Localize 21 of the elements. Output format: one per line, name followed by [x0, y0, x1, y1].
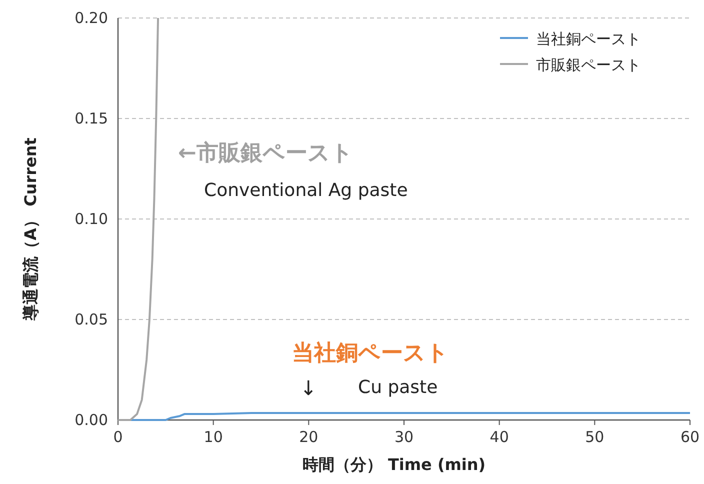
- y-tick-label: 0.15: [74, 110, 108, 128]
- y-tick-label: 0.10: [74, 210, 108, 228]
- x-tick-label: 0: [113, 428, 123, 446]
- legend-label: 当社銅ペースト: [536, 30, 641, 48]
- x-tick-label: 20: [299, 428, 318, 446]
- x-tick-label: 40: [490, 428, 509, 446]
- y-tick-label: 0.20: [74, 9, 108, 27]
- annotation: ←市販銀ペースト: [178, 140, 354, 166]
- x-tick-label: 60: [680, 428, 700, 446]
- annotation: 当社銅ペースト: [292, 341, 449, 366]
- legend-label: 市販銀ペースト: [536, 56, 641, 74]
- annotation: Conventional Ag paste: [204, 180, 408, 201]
- x-tick-label: 10: [204, 428, 223, 446]
- y-axis-title: 導通電流（A） Current: [21, 137, 40, 322]
- x-axis-title: 時間（分） Time (min): [302, 455, 486, 474]
- y-tick-label: 0.00: [74, 411, 108, 429]
- y-tick-label: 0.05: [74, 310, 108, 328]
- annotation: ↓: [300, 376, 317, 400]
- annotation: Cu paste: [358, 377, 438, 398]
- x-tick-label: 50: [585, 428, 604, 446]
- x-tick-label: 30: [394, 428, 414, 446]
